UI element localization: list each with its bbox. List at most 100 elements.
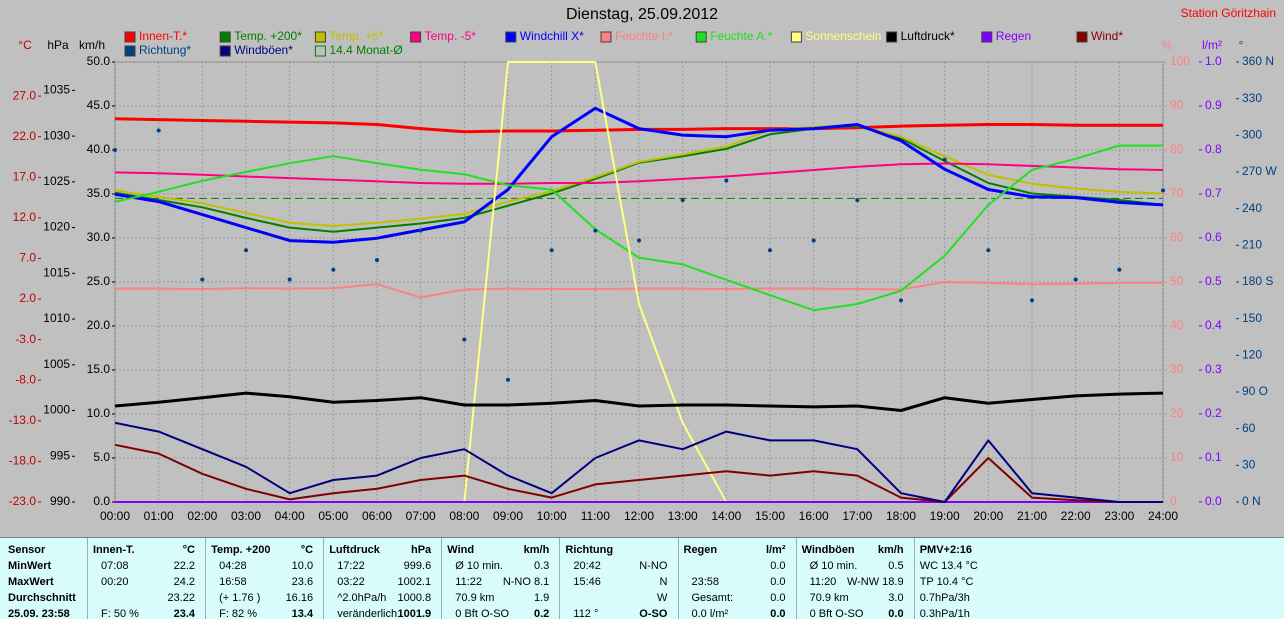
y-tick-label: 0 <box>1170 494 1177 508</box>
direction-dot <box>637 238 641 243</box>
y-tick-label: 60 <box>1242 421 1256 435</box>
legend-label: Innen-T.* <box>139 29 187 43</box>
table-cell: 23.6 <box>291 576 314 588</box>
table-cell: Durchschnitt <box>8 592 76 604</box>
table-cell: 0.3hPa/1h <box>919 608 970 619</box>
table-cell: ^2.0hPa/h <box>337 592 387 604</box>
table-cell: Innen-T. <box>93 544 135 556</box>
table-cell: Sensor <box>8 544 46 556</box>
table-cell: 00:20 <box>101 576 129 588</box>
y-tick-label: 1020 <box>43 220 70 234</box>
y-tick-label: 180 S <box>1242 274 1273 288</box>
table-cell: F: 82 % <box>219 608 257 619</box>
axis-unit: hPa <box>47 38 69 52</box>
table-cell: 1002.1 <box>397 576 432 588</box>
x-tick-label: 13:00 <box>668 509 698 523</box>
table-cell: 1.9 <box>534 592 550 604</box>
x-tick-label: 22:00 <box>1061 509 1091 523</box>
table-cell: km/h <box>523 544 550 556</box>
y-tick-label: -8.0 <box>15 372 36 386</box>
y-tick-label: 360 N <box>1242 54 1274 68</box>
series-line <box>114 124 1164 227</box>
direction-dot <box>200 277 205 282</box>
legend-swatch <box>314 31 326 43</box>
table-cell: Richtung <box>565 544 614 556</box>
x-tick-label: 01:00 <box>144 509 174 523</box>
x-tick-label: 07:00 <box>406 509 436 523</box>
y-tick-label: 150 <box>1242 311 1262 325</box>
table-cell: 999.6 <box>403 560 432 572</box>
legend-swatch <box>1076 31 1088 43</box>
table-cell: O-SO <box>639 608 668 619</box>
y-tick-label: 990 <box>50 494 70 508</box>
x-tick-label: 09:00 <box>493 509 523 523</box>
table-cell: 23.4 <box>173 608 195 619</box>
legend-swatch <box>981 31 993 43</box>
legend-label: Windchill X* <box>520 29 584 43</box>
axis-unit: ° <box>1239 38 1244 52</box>
x-tick-label: 21:00 <box>1017 509 1047 523</box>
table-cell: Gesamt: <box>691 592 734 604</box>
y-tick-label: 0.3 <box>1205 362 1222 376</box>
legend-label: Temp. -5* <box>425 29 477 43</box>
legend-swatch <box>790 31 802 43</box>
axis-unit: l/m² <box>1202 38 1222 52</box>
y-tick-label: 0.5 <box>1205 274 1222 288</box>
legend-label: Windböen* <box>234 43 293 57</box>
y-tick-label: 0.9 <box>1205 98 1222 112</box>
y-tick-label: 22.0 <box>13 129 37 143</box>
y-tick-label: 1025 <box>43 174 70 188</box>
direction-dot <box>244 248 248 253</box>
direction-dot <box>593 228 598 233</box>
x-tick-label: 11:00 <box>581 509 610 523</box>
chart-title: Dienstag, 25.09.2012 <box>566 6 718 23</box>
table-cell: 1000.8 <box>397 592 432 604</box>
y-tick-label: 2.0 <box>19 291 36 305</box>
legend-label: Richtung* <box>139 43 191 57</box>
direction-dot <box>1117 267 1122 272</box>
direction-dot <box>1030 298 1034 303</box>
y-tick-label: 20.0 <box>87 318 111 332</box>
table-cell: 11:20 <box>809 576 837 588</box>
table-cell: 07:08 <box>101 560 129 572</box>
legend-swatch <box>886 31 898 43</box>
y-tick-label: 1035 <box>43 83 70 97</box>
direction-dot <box>942 157 947 162</box>
table-cell: 0.2 <box>534 608 550 619</box>
legend-swatch <box>219 31 231 43</box>
table-cell: Temp. +200 <box>211 544 271 556</box>
table-cell: 1001.9 <box>397 608 432 619</box>
x-tick-label: 16:00 <box>799 509 829 523</box>
column-separator <box>677 538 679 619</box>
y-tick-label: 0.0 <box>93 494 110 508</box>
table-cell: 23:58 <box>691 576 720 588</box>
column-separator <box>795 538 797 619</box>
table-cell: 0.0 <box>888 608 904 619</box>
direction-dot <box>1161 188 1165 193</box>
y-tick-label: 0.8 <box>1205 142 1222 156</box>
table-cell: (+ 1.76 ) <box>219 592 261 604</box>
table-cell: 0.0 <box>770 576 786 588</box>
legend-label: Regen <box>996 29 1031 43</box>
table-cell: 0 Bft O-SO <box>455 608 510 619</box>
y-tick-label: 27.0 <box>13 88 37 102</box>
table-cell: N-NO <box>639 560 668 572</box>
y-tick-label: 25.0 <box>87 274 111 288</box>
legend-label: Temp. +5* <box>329 29 384 43</box>
series-line <box>114 144 1163 312</box>
chart: Dienstag, 25.09.2012 Station Göritzhain … <box>9 6 1278 523</box>
table-cell: 04:28 <box>219 560 247 572</box>
table-cell: W-NW 18.9 <box>846 576 904 588</box>
x-tick-label: 18:00 <box>886 509 916 523</box>
y-tick-label: 30.0 <box>87 230 111 244</box>
table-cell: °C <box>182 544 195 556</box>
y-tick-label: 1.0 <box>1205 54 1222 68</box>
x-tick-label: 04:00 <box>275 509 305 523</box>
legend-label: 14.4 Monat-Ø <box>329 43 402 57</box>
legend-label: Temp. +200* <box>234 29 302 43</box>
direction-dot <box>418 228 423 233</box>
y-tick-label: 330 <box>1242 91 1262 105</box>
stats-table: Sensor MinWert MaxWert Durchschnitt 25.09. 2… <box>0 537 1284 619</box>
series-line <box>114 421 1163 503</box>
direction-dot <box>506 377 510 382</box>
